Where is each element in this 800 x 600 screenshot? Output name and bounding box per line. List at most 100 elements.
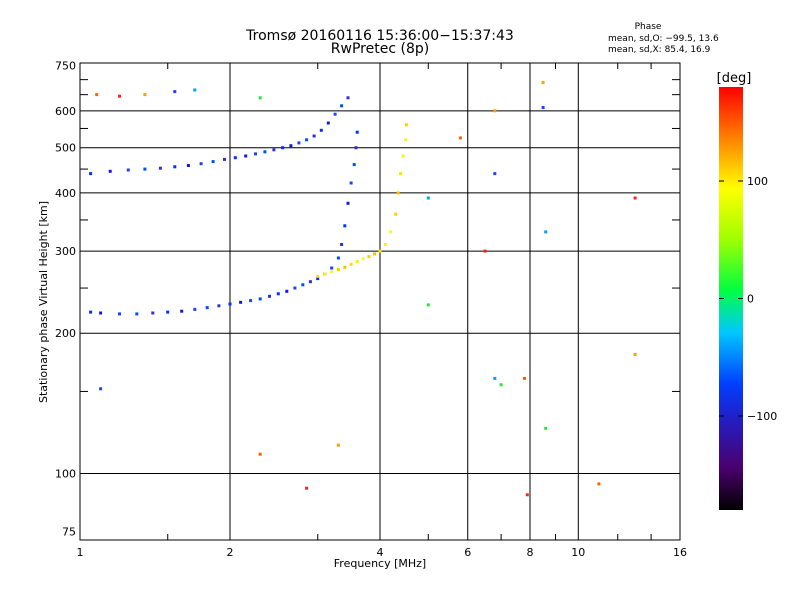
data-point — [523, 376, 526, 380]
data-point — [544, 230, 548, 234]
chart-title: Tromsø 20160116 15:36:00−15:37:43 — [245, 28, 514, 44]
data-point — [426, 196, 430, 200]
colorbar-label: [deg] — [717, 71, 752, 86]
data-point — [404, 138, 407, 142]
data-point — [426, 303, 430, 307]
y-tick-label: 100 — [55, 468, 76, 481]
data-point — [199, 162, 203, 166]
data-point — [228, 302, 232, 306]
y-tick-label: 600 — [55, 105, 76, 118]
data-point — [316, 274, 320, 278]
data-point — [333, 112, 337, 116]
data-point — [254, 152, 257, 156]
data-point — [305, 486, 309, 490]
data-point — [336, 256, 340, 260]
data-point — [193, 88, 197, 92]
phase-mean-o: mean, sd,O: −99.5, 13.6 — [608, 34, 719, 44]
data-point — [301, 283, 305, 287]
data-point — [483, 249, 487, 253]
data-point — [239, 300, 243, 304]
data-point — [361, 257, 365, 261]
data-point — [281, 146, 285, 150]
data-point — [396, 191, 400, 195]
data-point — [276, 292, 280, 296]
data-point — [268, 294, 271, 298]
data-point — [355, 260, 359, 263]
data-point — [158, 166, 162, 170]
data-point — [258, 452, 262, 456]
y-tick-label: 750 — [55, 60, 76, 73]
data-point — [378, 249, 382, 253]
data-point — [399, 172, 403, 176]
data-point — [493, 376, 497, 380]
data-point — [193, 307, 197, 311]
data-point — [349, 262, 353, 266]
data-point — [355, 130, 359, 134]
data-point — [289, 144, 293, 148]
colorbar-tick-label: −100 — [747, 410, 777, 423]
data-point — [352, 163, 356, 167]
data-point — [126, 168, 130, 172]
data-point — [373, 252, 376, 256]
data-point — [95, 93, 99, 97]
phase-heading: Phase — [635, 22, 662, 32]
data-point — [326, 121, 330, 125]
data-point — [633, 196, 637, 200]
x-tick-label: 4 — [377, 546, 384, 559]
data-point — [336, 268, 340, 271]
data-point — [367, 255, 371, 259]
colorbar-tick-label: 100 — [747, 175, 768, 188]
y-tick-labels: 75 100 200 300 400 500 600 750 — [55, 60, 76, 539]
x-tick-label: 2 — [227, 546, 234, 559]
data-point — [319, 128, 323, 132]
data-point — [211, 160, 215, 164]
data-point — [89, 310, 93, 314]
data-point — [135, 312, 139, 316]
data-point — [223, 157, 226, 161]
data-point — [404, 123, 408, 127]
data-point — [499, 383, 503, 387]
data-point — [108, 169, 112, 173]
data-point — [258, 96, 262, 100]
phase-mean-x: mean, sd,X: 85.4, 16.9 — [608, 45, 711, 55]
y-tick-label: 300 — [55, 245, 76, 258]
data-point — [343, 224, 347, 228]
data-point — [143, 93, 147, 97]
data-point — [186, 164, 190, 167]
y-tick-label: 75 — [62, 526, 76, 539]
data-point — [323, 272, 327, 276]
data-point — [401, 154, 405, 158]
y-axis-label: Stationary phase Virtual Height [km] — [37, 201, 50, 403]
data-point — [297, 141, 301, 145]
data-point — [394, 212, 398, 216]
chart-subtitle: RwPretec (8p) — [331, 41, 429, 57]
data-point — [173, 90, 177, 94]
grid-lines — [80, 63, 680, 540]
y-tick-label: 200 — [55, 327, 76, 340]
x-tick-label: 1 — [77, 546, 84, 559]
data-points — [89, 81, 637, 497]
data-point — [118, 94, 121, 98]
data-point — [346, 96, 350, 100]
data-point — [340, 243, 344, 246]
data-point — [330, 266, 334, 270]
data-point — [330, 270, 334, 274]
colorbar-tick-label: 0 — [747, 293, 754, 306]
x-axis-label: Frequency [MHz] — [334, 557, 426, 570]
data-point — [458, 136, 462, 140]
data-point — [541, 81, 545, 85]
colorbar-ticks: 100 0 −100 — [719, 175, 777, 423]
data-point — [544, 426, 548, 430]
data-point — [312, 134, 316, 138]
data-point — [151, 311, 155, 315]
data-point — [263, 150, 267, 154]
data-point — [597, 482, 601, 486]
data-point — [233, 156, 237, 160]
x-tick-labels: 1 2 4 6 8 10 16 — [77, 546, 688, 559]
y-tick-label: 400 — [55, 187, 76, 200]
data-point — [525, 493, 529, 497]
data-point — [89, 172, 93, 176]
data-point — [340, 104, 344, 108]
data-point — [336, 443, 340, 447]
